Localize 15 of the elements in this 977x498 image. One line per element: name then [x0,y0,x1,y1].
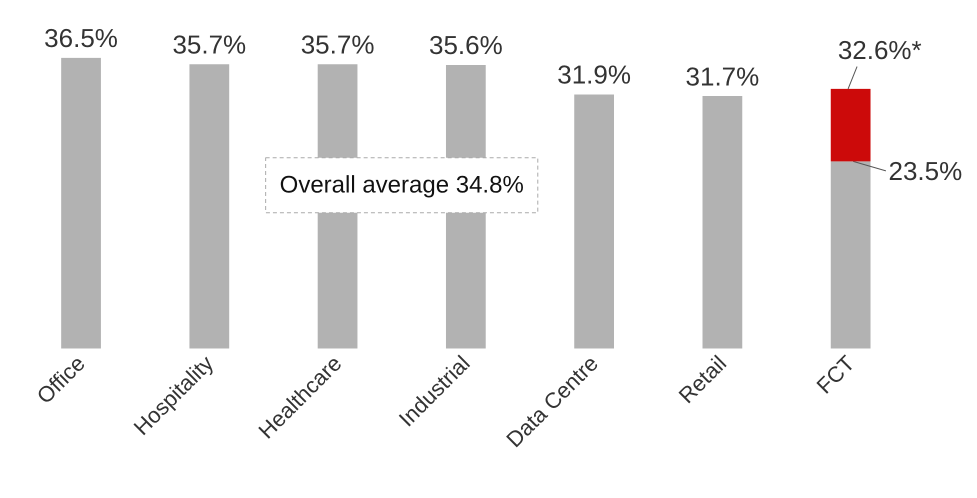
data-label: 35.6% [428,30,503,60]
annotation: Overall average 34.8% [280,172,524,199]
bar [61,58,101,348]
bar [574,94,614,348]
data-label: 23.5% [888,156,962,186]
data-label: 35.7% [300,29,374,60]
data-label: 35.7% [172,29,246,60]
bar [702,96,742,348]
total-label: 32.6%* [838,34,922,65]
data-label: 31.9% [557,60,631,90]
bar [830,88,871,162]
bar [189,64,230,348]
bar [830,161,871,348]
data-label: 31.7% [686,61,760,92]
data-label: 36.5% [44,23,118,54]
